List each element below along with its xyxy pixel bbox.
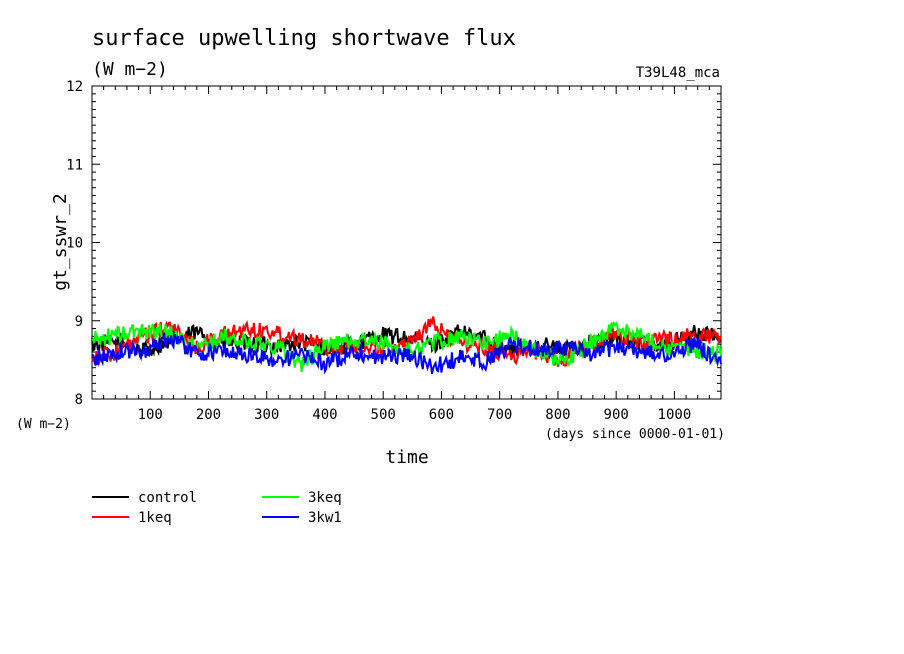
title-units: (W m−2) xyxy=(92,59,168,80)
x-axis-label: time xyxy=(385,447,428,468)
x-tick-label: 300 xyxy=(254,407,279,423)
x-tick-label: 500 xyxy=(371,407,396,423)
run-label: T39L48_mca xyxy=(636,65,720,81)
legend-label-3kw1: 3kw1 xyxy=(308,510,342,526)
x-tick-label: 1000 xyxy=(658,407,692,423)
x-minor-ticks xyxy=(103,86,710,399)
y-tick-label: 10 xyxy=(66,236,83,252)
y-axis-label: gt_sswr_2 xyxy=(50,193,71,291)
x-axis-ticks: 100 200 300 400 500 600 700 800 900 1000 xyxy=(138,86,692,423)
series-line-3kw1 xyxy=(91,332,722,375)
y-tick-label: 11 xyxy=(66,157,83,173)
y-axis-units: (W m−2) xyxy=(16,417,71,432)
x-tick-label: 900 xyxy=(604,407,629,423)
x-tick-label: 100 xyxy=(138,407,163,423)
legend-label-3keq: 3keq xyxy=(308,490,342,506)
chart-title: surface upwelling shortwave flux xyxy=(92,26,516,51)
y-tick-label: 8 xyxy=(75,392,83,408)
x-tick-label: 600 xyxy=(429,407,454,423)
legend-label-control: control xyxy=(138,490,197,506)
series-lines xyxy=(91,316,722,375)
y-tick-label: 9 xyxy=(75,314,83,330)
x-tick-label: 200 xyxy=(196,407,221,423)
x-tick-label: 800 xyxy=(545,407,570,423)
x-tick-label: 400 xyxy=(312,407,337,423)
y-tick-label: 12 xyxy=(66,79,83,95)
x-tick-label: 700 xyxy=(487,407,512,423)
legend-label-1keq: 1keq xyxy=(138,510,172,526)
legend: control 1keq 3keq 3kw1 xyxy=(92,490,342,526)
x-axis-units: (days since 0000-01-01) xyxy=(545,427,725,442)
y-axis-ticks: 8 9 10 11 12 xyxy=(66,79,721,408)
